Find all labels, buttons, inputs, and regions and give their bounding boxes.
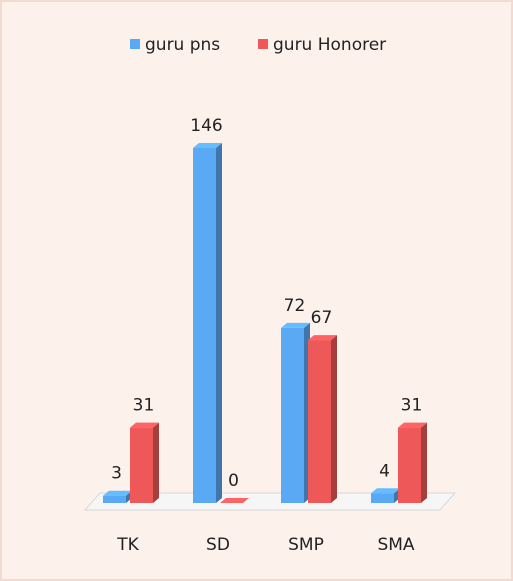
- bar: [103, 490, 132, 503]
- bar-front: [103, 495, 126, 503]
- bar-side: [421, 422, 427, 503]
- data-label: 3: [111, 464, 122, 484]
- legend-swatch: [258, 39, 268, 49]
- bar: [371, 488, 400, 503]
- bar: [308, 335, 337, 503]
- bar-top: [371, 488, 400, 494]
- bar-top: [193, 143, 222, 148]
- bar-front: [193, 148, 216, 503]
- bar: [281, 322, 310, 503]
- bar-top: [398, 422, 427, 428]
- bar-top: [103, 490, 132, 496]
- data-label: 31: [133, 396, 155, 416]
- bar: [130, 422, 159, 503]
- legend-label: guru Honorer: [273, 35, 386, 55]
- x-tick-label: SD: [206, 535, 230, 555]
- bar-top: [308, 335, 337, 341]
- bar-front: [281, 327, 304, 503]
- x-tick-label: SMA: [377, 535, 414, 555]
- data-label: 72: [284, 296, 306, 316]
- bar-top: [281, 322, 310, 328]
- x-tick-label: TK: [116, 535, 139, 555]
- bar-top: [220, 498, 249, 503]
- data-label: 4: [379, 461, 390, 481]
- bar-side: [153, 422, 159, 503]
- data-label: 0: [228, 471, 239, 491]
- legend-label: guru pns: [145, 35, 220, 55]
- data-label: 67: [311, 308, 333, 328]
- legend-swatch: [130, 39, 140, 49]
- bar-top: [130, 422, 159, 428]
- bar-front: [130, 427, 153, 503]
- bar-side: [216, 143, 222, 503]
- bar: [220, 498, 249, 503]
- bar-front: [398, 427, 421, 503]
- data-label: 146: [190, 116, 222, 136]
- x-tick-label: SMP: [288, 535, 324, 555]
- bar-side: [331, 335, 337, 503]
- bar: [398, 422, 427, 503]
- bar-front: [308, 340, 331, 503]
- bar: [193, 143, 222, 503]
- data-label: 31: [401, 396, 423, 416]
- bar-front: [371, 493, 394, 503]
